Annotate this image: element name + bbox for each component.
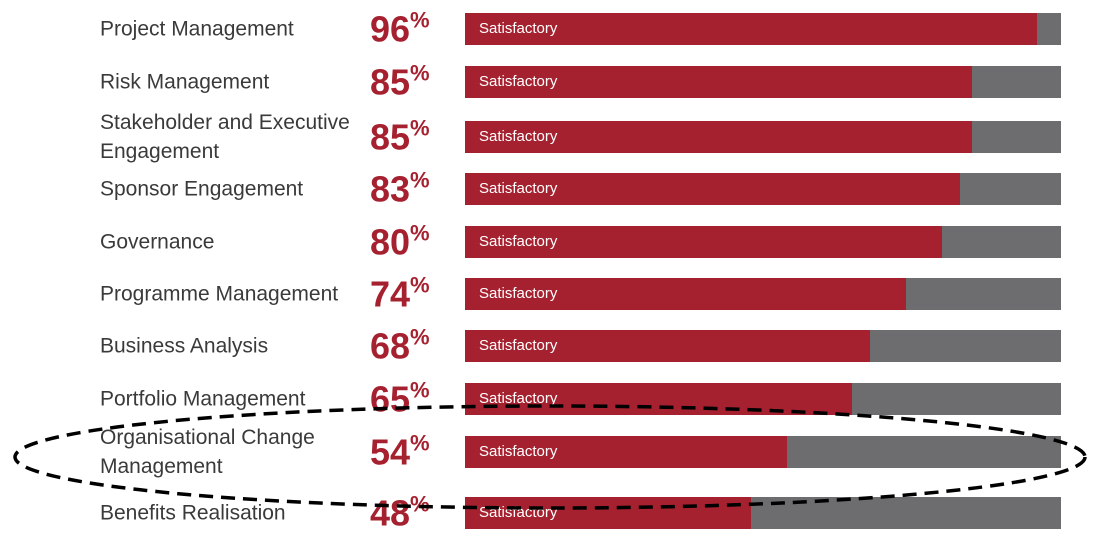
- value-number: 65: [370, 378, 411, 420]
- value-unit: %: [410, 115, 430, 141]
- bar: [465, 13, 1037, 45]
- bar-status-label: Satisfactory: [479, 337, 558, 354]
- value-label: 83%: [370, 168, 440, 211]
- bar-track: Satisfactory: [465, 278, 1061, 310]
- category-label: Organisational Change Management: [100, 426, 315, 478]
- bar: [465, 121, 972, 153]
- value-unit: %: [410, 7, 430, 33]
- value-label: 48%: [370, 492, 440, 535]
- category-label: Business Analysis: [100, 334, 269, 358]
- value-label: 80%: [370, 221, 440, 264]
- category-label: Programme Management: [100, 282, 339, 306]
- chart-row: Portfolio Management 65% Satisfactory: [0, 373, 1104, 425]
- value-unit: %: [410, 220, 430, 246]
- category-label: Risk Management: [100, 70, 270, 94]
- value-label: 85%: [370, 61, 440, 104]
- bar-status-label: Satisfactory: [479, 443, 558, 460]
- bar: [465, 278, 906, 310]
- value-unit: %: [410, 324, 430, 350]
- bar-track: Satisfactory: [465, 436, 1061, 468]
- value-number: 48: [370, 492, 411, 534]
- category-label: Governance: [100, 230, 215, 254]
- value-label: 96%: [370, 8, 440, 51]
- bar-track: Satisfactory: [465, 173, 1061, 205]
- value-label: 68%: [370, 325, 440, 368]
- chart-row: Organisational Change Management 54% Satis…: [0, 426, 1104, 478]
- bar: [465, 330, 870, 362]
- bar: [465, 66, 972, 98]
- bar-status-label: Satisfactory: [479, 73, 558, 90]
- chart-row: Risk Management 85% Satisfactory: [0, 56, 1104, 108]
- value-number: 96: [370, 8, 411, 50]
- value-unit: %: [410, 60, 430, 86]
- bar-status-label: Satisfactory: [479, 390, 558, 407]
- value-number: 54: [370, 431, 411, 473]
- bar-track: Satisfactory: [465, 330, 1061, 362]
- value-number: 85: [370, 61, 411, 103]
- value-unit: %: [410, 167, 430, 193]
- value-unit: %: [410, 272, 430, 298]
- value-number: 80: [370, 221, 411, 263]
- chart-row: Stakeholder and Executive Engagement 85% S…: [0, 111, 1104, 163]
- value-number: 74: [370, 273, 411, 315]
- category-label: Project Management: [100, 17, 294, 41]
- bar-status-label: Satisfactory: [479, 180, 558, 197]
- value-number: 83: [370, 168, 411, 210]
- value-label: 85%: [370, 116, 440, 159]
- value-number: 68: [370, 325, 411, 367]
- bar-track: Satisfactory: [465, 121, 1061, 153]
- category-label: Sponsor Engagement: [100, 177, 304, 201]
- bar-track: Satisfactory: [465, 13, 1061, 45]
- chart-row: Sponsor Engagement 83% Satisfactory: [0, 163, 1104, 215]
- chart-row: Business Analysis 68% Satisfactory: [0, 320, 1104, 372]
- chart-row: Governance 80% Satisfactory: [0, 216, 1104, 268]
- value-unit: %: [410, 430, 430, 456]
- bar-status-label: Satisfactory: [479, 285, 558, 302]
- category-label: Stakeholder and Executive Engagement: [100, 111, 350, 163]
- bar-track: Satisfactory: [465, 66, 1061, 98]
- bar-status-label: Satisfactory: [479, 128, 558, 145]
- value-label: 65%: [370, 378, 440, 421]
- category-label: Benefits Realisation: [100, 501, 286, 525]
- value-label: 54%: [370, 431, 440, 474]
- category-label: Portfolio Management: [100, 387, 306, 411]
- bar-status-label: Satisfactory: [479, 233, 558, 250]
- value-unit: %: [410, 491, 430, 517]
- bar-track: Satisfactory: [465, 497, 1061, 529]
- value-label: 74%: [370, 273, 440, 316]
- bar-status-label: Satisfactory: [479, 20, 558, 37]
- bar: [465, 173, 960, 205]
- bar-track: Satisfactory: [465, 226, 1061, 258]
- bar-status-label: Satisfactory: [479, 504, 558, 521]
- chart-row: Project Management 96% Satisfactory: [0, 3, 1104, 55]
- value-unit: %: [410, 377, 430, 403]
- bar-track: Satisfactory: [465, 383, 1061, 415]
- chart-row: Programme Management 74% Satisfactory: [0, 268, 1104, 320]
- bar: [465, 226, 942, 258]
- chart-row: Benefits Realisation 48% Satisfactory: [0, 487, 1104, 539]
- value-number: 85: [370, 116, 411, 158]
